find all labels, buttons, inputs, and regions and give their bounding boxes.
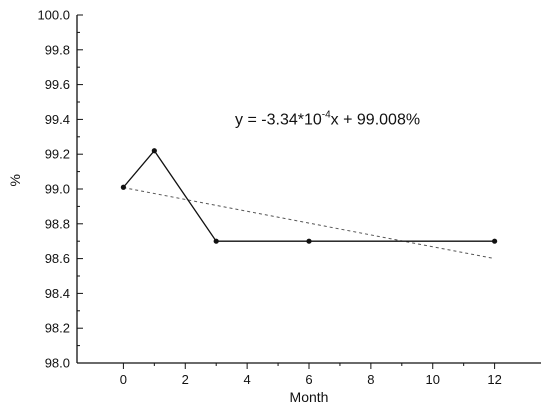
x-tick-label: 6	[305, 372, 312, 387]
x-tick-label: 10	[425, 372, 439, 387]
ticks: 98.0 98.2 98.4 98.6 98.8 99.0 99.2 99.4 99.6 99.8…	[37, 8, 501, 388]
series-layer	[120, 148, 498, 244]
y-tick-label: 99.4	[45, 112, 70, 127]
y-tick-label: 98.2	[45, 321, 70, 336]
y-axis-label: %	[7, 174, 23, 186]
y-tick-label: 98.0	[45, 356, 70, 371]
y-tick-label: 98.8	[45, 216, 70, 231]
x-tick-label: 12	[487, 372, 501, 387]
data-point	[151, 148, 157, 154]
annotation-suffix: x + 99.008%	[331, 112, 420, 129]
data-point	[306, 238, 312, 244]
y-tick-label: 99.0	[45, 182, 70, 197]
trendline-layer	[123, 187, 495, 260]
y-tick-label: 98.6	[45, 251, 70, 266]
data-point	[120, 184, 126, 190]
x-tick-label: 8	[367, 372, 374, 387]
y-tick-label: 99.8	[45, 42, 70, 57]
data-point	[213, 238, 219, 244]
trendline	[123, 187, 495, 260]
x-tick-label: 4	[244, 372, 251, 387]
regression-equation-annotation: y = -3.34*10-4x + 99.008%	[235, 110, 420, 129]
y-tick-label: 100.0	[37, 8, 70, 23]
y-tick-label: 99.6	[45, 77, 70, 92]
data-point	[492, 238, 498, 244]
x-tick-label: 2	[182, 372, 189, 387]
y-tick-label: 98.4	[45, 286, 70, 301]
axes	[76, 15, 541, 364]
annotation-superscript: -4	[322, 110, 331, 121]
annotation-prefix: y = -3.34*10	[235, 112, 322, 129]
x-tick-label: 0	[120, 372, 127, 387]
x-axis-label: Month	[290, 389, 329, 405]
y-tick-label: 99.2	[45, 147, 70, 162]
series-line	[122, 149, 495, 242]
